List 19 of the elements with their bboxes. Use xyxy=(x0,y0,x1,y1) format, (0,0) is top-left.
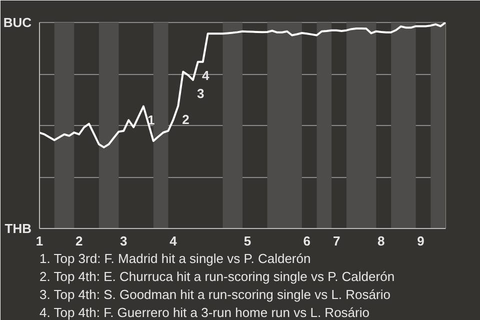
x-tick-label: 9 xyxy=(417,234,424,248)
x-tick-label: 8 xyxy=(378,234,385,248)
x-tick-label: 1 xyxy=(36,234,44,248)
x-tick-label: 2 xyxy=(75,234,83,248)
x-tick-label: 3 xyxy=(120,234,128,248)
text: 3. Top 4th: S. Goodman hit a run-scoring single vs L. Rosário xyxy=(40,287,390,302)
annotation: 1 xyxy=(147,112,155,128)
annotation: 4 xyxy=(202,68,210,83)
text: BUC xyxy=(3,15,32,30)
x-tick-label: 5 xyxy=(244,234,252,248)
text: THB xyxy=(4,221,32,236)
x-tick-label: 7 xyxy=(332,234,340,248)
annotation: 3 xyxy=(196,86,204,101)
text: 4. Top 4th: F. Guerrero hit a 3-run home run vs L. Rosário xyxy=(40,305,370,320)
text: 2. Top 4th: E. Churruca hit a run-scoring single vs P. Calderón xyxy=(40,269,395,284)
annotation: 2 xyxy=(182,112,190,127)
x-tick-label: 6 xyxy=(303,234,310,248)
x-tick-label: 4 xyxy=(170,234,178,248)
text: 1. Top 3rd: F. Madrid hit a single vs P. Calderón xyxy=(40,251,311,266)
